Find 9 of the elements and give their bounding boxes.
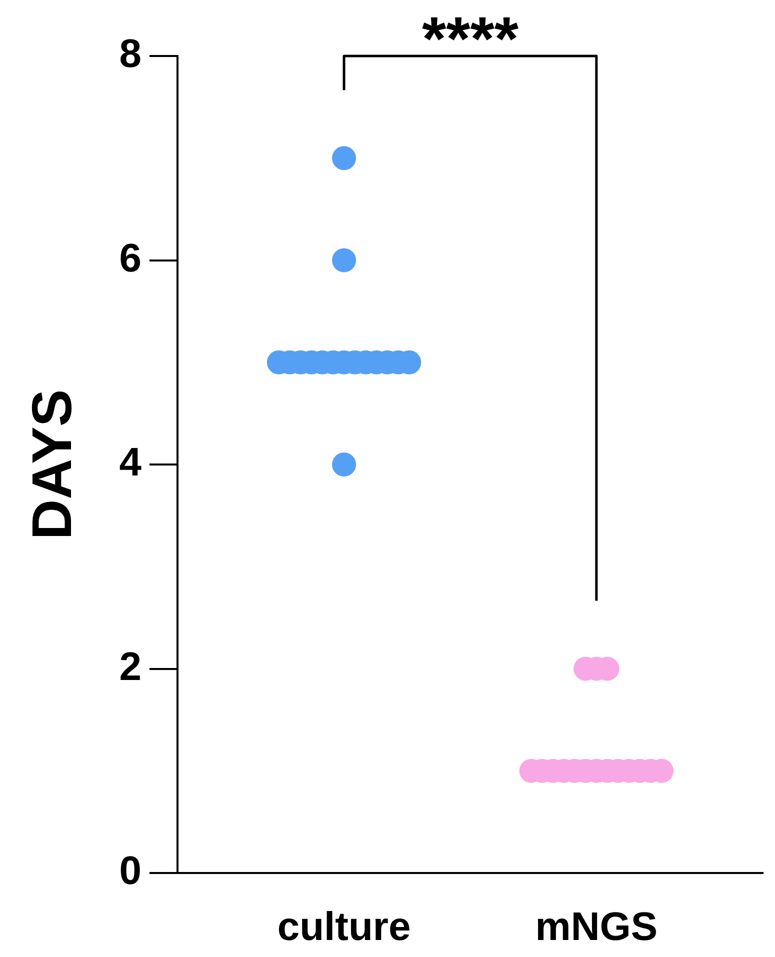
x-tick-label: mNGS: [535, 905, 658, 950]
y-tick-label: 4: [119, 440, 142, 485]
y-tick-label: 6: [119, 236, 142, 280]
x-tick-label: culture: [277, 905, 411, 950]
y-tick-label: 0: [119, 849, 142, 894]
y-axis-title: DAYS: [20, 389, 84, 540]
y-tick-label: 8: [119, 32, 142, 76]
y-tick-label: 2: [119, 644, 142, 689]
annotation: ****: [422, 5, 520, 74]
